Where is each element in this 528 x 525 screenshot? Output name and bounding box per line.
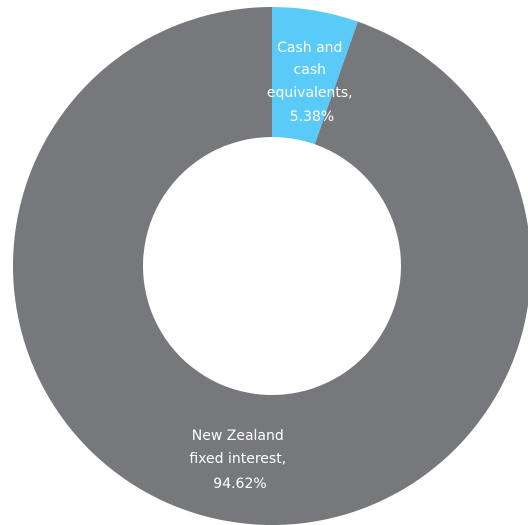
label-line: equivalents, xyxy=(267,85,353,101)
label-line: New Zealand xyxy=(192,428,284,444)
label-line: Cash and xyxy=(277,40,342,56)
slice-label-nz-fixed-interest: New Zealand fixed interest, 94.62% xyxy=(189,428,290,492)
slice-label-cash: Cash and cash equivalents, 5.38% xyxy=(267,40,357,125)
label-value: 94.62% xyxy=(213,476,266,492)
slice-cash xyxy=(272,7,358,145)
label-value: 5.38% xyxy=(290,109,334,125)
slices-group xyxy=(13,7,528,525)
slice-nz-fixed-interest xyxy=(13,7,528,525)
labels-group: Cash and cash equivalents, 5.38% New Zea… xyxy=(189,40,357,492)
label-line: fixed interest, xyxy=(189,451,286,467)
label-line: cash xyxy=(294,62,326,78)
